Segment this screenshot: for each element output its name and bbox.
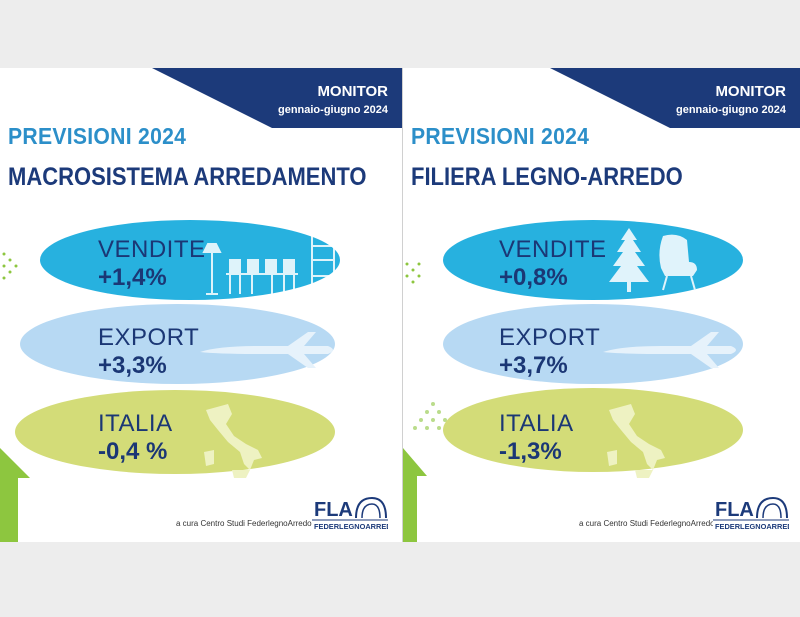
italia-ellipse <box>443 388 743 472</box>
vendite-label: VENDITE <box>98 236 206 263</box>
svg-text:FEDERLEGNOARREDO: FEDERLEGNOARREDO <box>715 522 789 531</box>
svg-text:FLA: FLA <box>715 499 754 521</box>
dots-decoration-icon <box>405 262 421 284</box>
infographic-macrosistema-arredamento: MONITOR gennaio-giugno 2024 PREVISIONI 2… <box>0 68 402 542</box>
period-label: gennaio-giugno 2024 <box>277 104 388 116</box>
fla-logo: FLA FEDERLEGNOARREDO <box>713 492 789 532</box>
fla-logo: FLA FEDERLEGNOARREDO <box>312 492 388 532</box>
header-corner-banner <box>152 68 402 128</box>
italia-value: -1,3% <box>499 438 562 465</box>
italy-map-icon <box>607 404 665 478</box>
italy-map-icon <box>204 404 262 478</box>
credit-text: a cura Centro Studi FederlegnoArredo <box>579 519 715 528</box>
airplane-icon <box>603 332 736 368</box>
export-label: EXPORT <box>98 324 200 351</box>
page-subtitle: FILIERA LEGNO-ARREDO <box>411 163 683 191</box>
credit-text: a cura Centro Studi FederlegnoArredo <box>176 519 312 528</box>
export-value: +3,3% <box>98 352 167 379</box>
italia-ellipse <box>15 390 335 474</box>
page-title: PREVISIONI 2024 <box>8 123 187 149</box>
vendite-ellipse <box>443 220 743 300</box>
vendite-value: +1,4% <box>98 264 167 291</box>
up-arrow-icon <box>0 448 30 542</box>
monitor-label: MONITOR <box>317 83 388 100</box>
svg-text:FEDERLEGNOARREDO: FEDERLEGNOARREDO <box>314 522 388 531</box>
export-label: EXPORT <box>499 324 601 351</box>
furniture-icon <box>202 231 335 295</box>
vendite-label: VENDITE <box>499 236 607 263</box>
export-ellipse <box>443 304 743 384</box>
monitor-label: MONITOR <box>715 83 786 100</box>
airplane-icon <box>200 332 333 368</box>
export-value: +3,7% <box>499 352 568 379</box>
export-ellipse <box>20 304 335 384</box>
dots-decoration-icon <box>2 252 18 280</box>
page-title: PREVISIONI 2024 <box>411 123 590 149</box>
italia-label: ITALIA <box>98 410 173 437</box>
svg-text:FLA: FLA <box>314 499 353 521</box>
header-corner-banner <box>550 68 800 128</box>
vendite-value: +0,8% <box>499 264 568 291</box>
page-subtitle: MACROSISTEMA ARREDAMENTO <box>8 163 367 191</box>
armchair-icon <box>659 234 697 291</box>
italia-value: -0,4 % <box>98 438 168 465</box>
fir-tree-icon <box>609 228 649 292</box>
up-arrow-icon <box>403 402 447 542</box>
italia-label: ITALIA <box>499 410 574 437</box>
infographic-filiera-legno-arredo: MONITOR gennaio-giugno 2024 PREVISIONI 2… <box>402 68 800 542</box>
period-label: gennaio-giugno 2024 <box>675 104 786 116</box>
